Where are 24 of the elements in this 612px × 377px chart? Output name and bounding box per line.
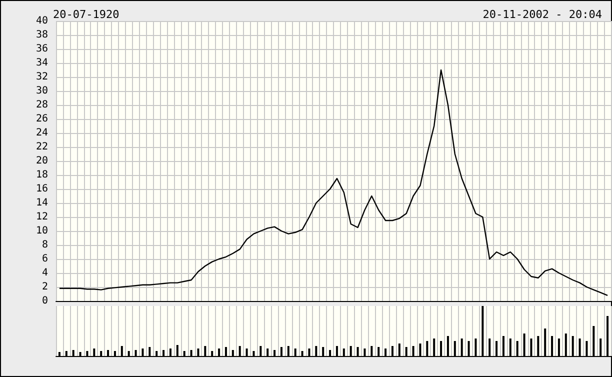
y-tick-label: 32 (36, 72, 48, 82)
chart-title: 20-07-1920 (53, 8, 120, 21)
y-tick-label: 12 (36, 212, 48, 222)
y-tick-label: 0 (42, 296, 48, 306)
y-tick-label: 30 (36, 86, 48, 96)
y-tick-label: 10 (36, 226, 48, 236)
y-tick-label: 6 (42, 254, 48, 264)
y-tick-label: 4 (42, 268, 48, 278)
y-tick-label: 24 (36, 128, 48, 138)
line-series (58, 69, 608, 296)
y-tick-label: 34 (36, 58, 48, 68)
chart-subtitle: 20-11-2002 - 20:04 (482, 8, 602, 21)
y-tick-label: 8 (42, 240, 48, 250)
y-tick-label: 26 (36, 114, 48, 124)
y-tick-label: 36 (36, 44, 48, 54)
y-tick-label: 14 (36, 198, 48, 208)
y-tick-label: 28 (36, 100, 48, 110)
y-tick-label: 40 (36, 16, 48, 26)
y-tick-label: 18 (36, 170, 48, 180)
y-tick-label: 22 (36, 142, 48, 152)
y-tick-label: 38 (36, 30, 48, 40)
y-tick-label: 20 (36, 156, 48, 166)
y-tick-label: 16 (36, 184, 48, 194)
y-tick-label: 2 (42, 282, 48, 292)
